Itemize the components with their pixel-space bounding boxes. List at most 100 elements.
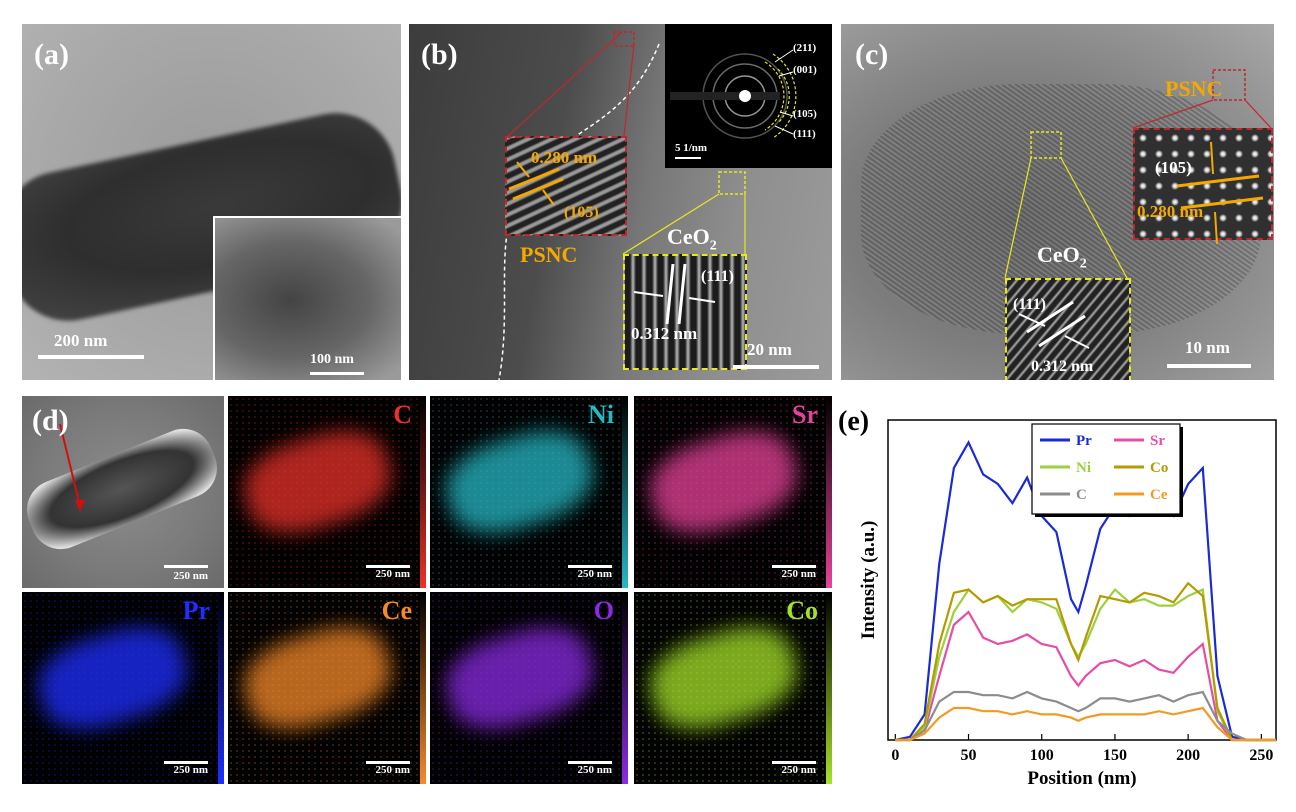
psnc-hkl: (105)	[1155, 158, 1192, 177]
scale-label: 250 nm	[781, 568, 816, 580]
element-label: Pr	[182, 596, 210, 625]
panel-label: (c)	[855, 38, 889, 71]
ceo2-label: CeO2	[667, 224, 717, 254]
scale-bar	[164, 761, 208, 764]
scale-label: 250 nm	[577, 764, 612, 776]
x-tick-label: 0	[891, 747, 899, 764]
x-tick-label: 250	[1249, 747, 1273, 764]
saed-ring-001: (001)	[793, 64, 817, 76]
series-line-c	[895, 690, 1276, 742]
legend-label-ce: Ce	[1150, 487, 1168, 503]
scale-label: 20 nm	[747, 340, 792, 359]
scale-label: 10 nm	[1185, 338, 1230, 357]
legend-label-ni: Ni	[1076, 460, 1091, 476]
element-label: Ni	[588, 400, 614, 429]
ceo2-d-spacing: 0.312 nm	[631, 324, 698, 343]
x-tick-label: 100	[1030, 747, 1054, 764]
linescan-chart: 0 50 100 150 200 250 Position (nm) Intensity (a…	[858, 419, 1277, 789]
ceo2-hkl: (111)	[701, 268, 734, 285]
panel-d-stem: (d) 250 nm	[22, 396, 224, 588]
linescan-arrow	[59, 423, 85, 512]
noise-texture	[430, 396, 628, 588]
noise-texture	[430, 592, 628, 784]
x-tick-label: 50	[961, 747, 977, 764]
ceo2-subscript: 2	[1079, 256, 1087, 272]
scale-bar	[568, 761, 612, 764]
ceo2-label: CeO2	[1037, 242, 1087, 272]
noise-texture	[634, 592, 832, 784]
saed-inset: (211) (001) (105) (111) 5 1/nm	[665, 24, 832, 168]
scale-label: 250 nm	[375, 568, 410, 580]
element-label: Sr	[792, 400, 818, 429]
series-line-pr	[895, 439, 1276, 742]
psnc-d-spacing: 0.280 nm	[531, 148, 598, 167]
element-label: C	[393, 400, 412, 429]
eds-map-o: O 250 nm	[430, 592, 628, 784]
color-scale-bar	[622, 592, 628, 784]
psnc-lattice-markers	[508, 161, 564, 206]
ceo2-lattice-markers	[633, 263, 716, 325]
x-tick-label: 150	[1103, 747, 1127, 764]
ceo2-text: CeO	[1037, 242, 1080, 267]
legend-label-co: Co	[1150, 460, 1168, 476]
panel-label: (b)	[421, 38, 458, 71]
inset-guides	[1004, 69, 1272, 279]
scale-label: 250 nm	[173, 764, 208, 776]
series-line-ce	[895, 706, 1276, 742]
plot-frame	[887, 419, 1277, 741]
scale-bar	[772, 761, 816, 764]
scale-bar	[733, 365, 819, 369]
inset-scale-bar	[310, 372, 364, 375]
saed-ring-211: (211)	[793, 42, 817, 54]
saed-ring-111: (111)	[793, 128, 816, 140]
ceo2-subscript: 2	[709, 238, 717, 254]
psnc-hkl: (105)	[564, 204, 599, 221]
saed-scale-label: 5 1/nm	[675, 142, 708, 154]
inset-scale-label: 100 nm	[310, 352, 354, 367]
legend-label-c: C	[1076, 487, 1087, 503]
panel-a-tem: (a) 200 nm 100 nm	[22, 24, 401, 380]
legend-label-sr: Sr	[1150, 433, 1165, 449]
series-line-sr	[895, 610, 1276, 742]
inset-a	[213, 216, 401, 380]
element-label: Ce	[381, 596, 412, 625]
ceo2-lattice-markers	[1018, 300, 1090, 349]
ceo2-lattice-inset	[1005, 278, 1131, 380]
ceo2-text: CeO	[667, 224, 710, 249]
panel-b-hrtem: 0.280 nm (105) PSNC CeO2 (111) 0.312 nm …	[409, 24, 832, 380]
eds-map-ni: Ni 250 nm	[430, 396, 628, 588]
legend-label-pr: Pr	[1076, 433, 1092, 449]
color-scale-bar	[420, 592, 426, 784]
eds-map-sr: Sr 250 nm	[634, 396, 832, 588]
scale-bar	[366, 761, 410, 764]
psnc-label: PSNC	[1165, 76, 1223, 101]
scale-label: 250 nm	[375, 764, 410, 776]
eds-map-ce: Ce 250 nm	[228, 592, 426, 784]
y-axis-label: Intensity (a.u.)	[858, 521, 879, 640]
ceo2-hkl: (111)	[1013, 296, 1046, 313]
psnc-lattice-markers	[1176, 141, 1264, 245]
panel-label: (a)	[34, 38, 69, 71]
x-tick-label: 200	[1176, 747, 1200, 764]
noise-texture	[22, 592, 224, 784]
noise-texture	[634, 396, 832, 588]
series-line-co	[895, 581, 1276, 742]
element-label: Co	[786, 596, 818, 625]
scale-label: 250 nm	[577, 568, 612, 580]
noise-texture	[228, 396, 426, 588]
scale-bar	[568, 565, 612, 568]
scale-label: 200 nm	[54, 331, 108, 350]
color-scale-bar	[218, 592, 224, 784]
eds-map-pr: Pr 250 nm	[22, 592, 224, 784]
scale-bar	[366, 565, 410, 568]
psnc-d-spacing: 0.280 nm	[1137, 202, 1204, 221]
x-axis-label: Position (nm)	[1027, 768, 1136, 789]
scale-bar	[772, 565, 816, 568]
panel-label: (e)	[838, 406, 870, 437]
psnc-label: PSNC	[520, 242, 578, 267]
scale-label: 250 nm	[781, 764, 816, 776]
panel-e-linescan: (e) 0 50 100 150 200 250 Position (nm) Intensit…	[836, 396, 1288, 796]
element-label: O	[593, 596, 614, 625]
eds-map-c: C 250 nm	[228, 396, 426, 588]
psnc-lattice-inset	[505, 136, 627, 236]
